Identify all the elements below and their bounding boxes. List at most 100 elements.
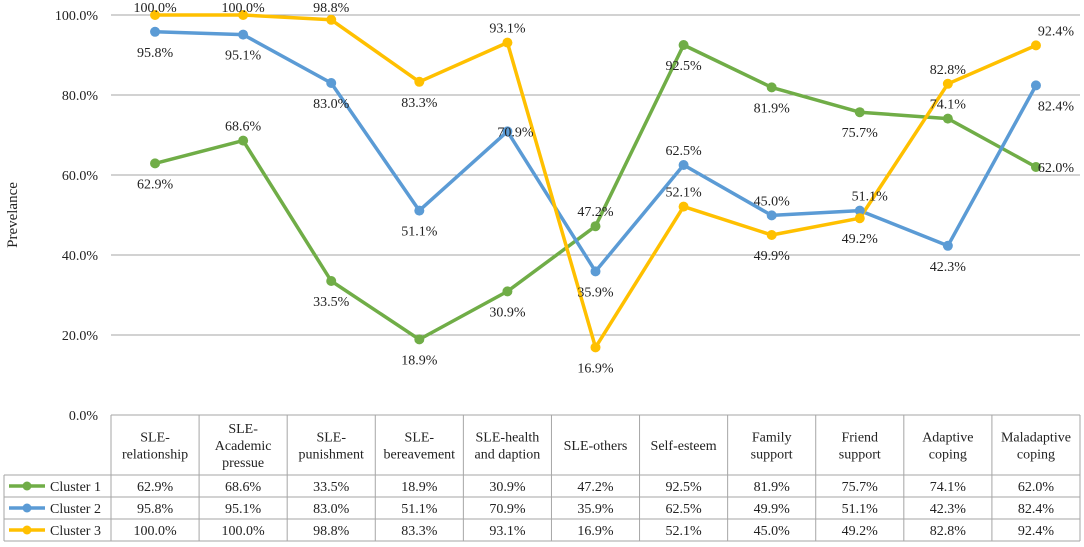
data-label: 62.9% — [137, 177, 174, 192]
data-label: 95.8% — [137, 46, 174, 61]
table-cell: 51.1% — [401, 502, 438, 517]
data-label: 95.1% — [225, 49, 262, 64]
category-label: coping — [1017, 448, 1055, 463]
data-label: 100.0% — [222, 1, 266, 16]
data-point — [414, 205, 425, 216]
table-cell: 74.1% — [930, 480, 967, 495]
data-label: 75.7% — [842, 126, 879, 141]
category-label: and daption — [475, 448, 541, 463]
data-point — [678, 201, 689, 212]
data-point — [238, 10, 249, 20]
data-point — [326, 14, 337, 25]
data-point — [590, 266, 601, 277]
data-point — [766, 210, 777, 221]
table-cell: 33.5% — [313, 480, 350, 495]
legend-marker — [22, 525, 32, 535]
category-label: Friend — [841, 431, 878, 446]
data-point — [1030, 162, 1041, 172]
data-point — [766, 82, 777, 93]
table-cell: 83.0% — [313, 502, 350, 517]
data-point — [150, 10, 161, 20]
data-label: 18.9% — [401, 353, 438, 368]
table-cell: 82.4% — [1018, 502, 1055, 517]
table-cell: 62.5% — [666, 502, 703, 517]
data-label: 42.3% — [930, 260, 967, 275]
category-label: SLE-others — [564, 439, 628, 454]
y-tick-label: 60.0% — [62, 169, 99, 184]
category-label: SLE- — [316, 431, 346, 446]
data-label: 82.8% — [930, 63, 967, 78]
data-point — [942, 240, 953, 251]
category-label: SLE- — [228, 422, 258, 437]
data-point — [678, 160, 689, 170]
data-label: 70.9% — [497, 125, 534, 140]
data-point — [502, 37, 513, 48]
y-tick-label: 100.0% — [55, 9, 99, 24]
data-label: 35.9% — [577, 285, 614, 300]
category-label: Maladaptive — [1001, 431, 1071, 446]
legend-label: Cluster 1 — [50, 480, 101, 495]
category-label: support — [751, 448, 793, 463]
table-cell: 70.9% — [489, 502, 526, 517]
data-labels: 62.9% 68.6% 33.5% 18.9% 30.9% 47.2% 92.5% 81.9%… — [133, 1, 1074, 376]
table-cell: 83.3% — [401, 524, 438, 539]
data-label: 45.0% — [754, 194, 791, 209]
data-label: 92.5% — [666, 59, 703, 74]
table-cell: 62.9% — [137, 480, 174, 495]
table-cell: 45.0% — [754, 524, 791, 539]
legend-marker — [22, 503, 32, 513]
legend-label: Cluster 2 — [50, 502, 101, 517]
table-cell: 93.1% — [489, 524, 526, 539]
data-label: 62.5% — [666, 144, 703, 159]
data-point — [1030, 40, 1041, 51]
data-point — [150, 158, 161, 169]
table-cell: 98.8% — [313, 524, 350, 539]
data-label: 52.1% — [666, 186, 703, 201]
table-cell: 42.3% — [930, 502, 967, 517]
legend-label: Cluster 3 — [50, 524, 101, 539]
table-cell: 75.7% — [842, 480, 879, 495]
y-axis: 0.0% 20.0% 40.0% 60.0% 80.0% 100.0% — [55, 9, 99, 424]
table-cell: 81.9% — [754, 480, 791, 495]
data-point — [590, 342, 601, 353]
category-label: SLE- — [140, 431, 170, 446]
data-point — [678, 40, 689, 50]
y-axis-label: Prevelance — [5, 182, 21, 248]
category-label: Academic — [215, 439, 272, 454]
table-cell: 100.0% — [133, 524, 177, 539]
table-cell: 51.1% — [842, 502, 879, 517]
data-label: 92.4% — [1038, 24, 1075, 39]
y-tick-label: 20.0% — [62, 329, 99, 344]
data-label: 100.0% — [133, 1, 177, 16]
legend-marker — [22, 481, 32, 491]
data-label: 49.2% — [842, 232, 879, 247]
data-point — [942, 78, 953, 89]
data-point — [238, 135, 249, 146]
category-label: coping — [929, 448, 967, 463]
data-label: 83.0% — [313, 97, 350, 112]
series-points — [150, 10, 1041, 353]
data-label: 49.9% — [754, 249, 791, 264]
table-cell: 35.9% — [577, 502, 614, 517]
data-point — [854, 107, 865, 118]
data-label: 98.8% — [313, 1, 350, 16]
table-cell: 18.9% — [401, 480, 438, 495]
table-cell: 95.1% — [225, 502, 262, 517]
category-label: punishment — [299, 448, 364, 463]
y-tick-label: 0.0% — [69, 409, 99, 424]
table-cell: 82.8% — [930, 524, 967, 539]
category-label: bereavement — [384, 448, 456, 463]
data-label: 62.0% — [1038, 161, 1075, 176]
data-label: 81.9% — [754, 101, 791, 116]
data-label: 47.2% — [577, 205, 614, 220]
category-label: SLE-health — [476, 431, 540, 446]
table-cell: 47.2% — [577, 480, 614, 495]
category-label: pressue — [222, 456, 264, 471]
category-label: Adaptive — [922, 431, 973, 446]
data-label: 93.1% — [489, 22, 526, 37]
table-cell: 100.0% — [222, 524, 266, 539]
table-cell: 49.2% — [842, 524, 879, 539]
table-cell: 92.4% — [1018, 524, 1055, 539]
data-label: 68.6% — [225, 120, 262, 135]
